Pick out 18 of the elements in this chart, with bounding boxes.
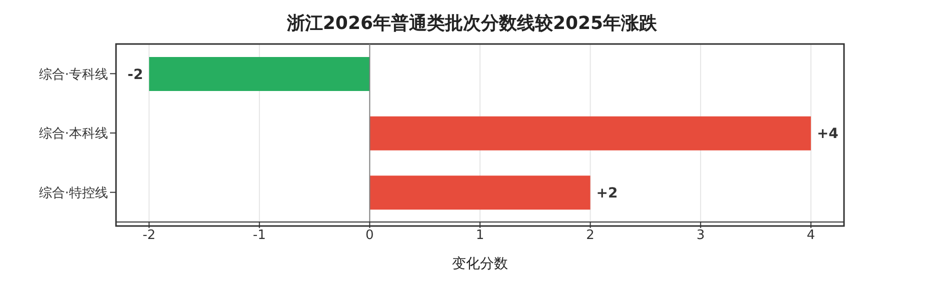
chart-title: 浙江2026年普通类批次分数线较2025年涨跌 [286, 12, 658, 36]
data-label: +2 [596, 186, 618, 202]
x-tick-label: 2 [586, 228, 594, 244]
x-tick-label: 3 [696, 228, 705, 244]
x-axis-title: 变化分数 [452, 256, 508, 272]
data-label: -2 [128, 66, 144, 83]
data-label: +4 [816, 126, 839, 142]
x-tick-label: 1 [476, 228, 484, 244]
y-tick-label: 综合·本科线 [38, 126, 108, 142]
bar [149, 57, 370, 91]
y-tick-label: 综合·特控线 [38, 186, 108, 201]
y-tick-label: 综合·专科线 [38, 67, 108, 82]
x-tick-label: 0 [366, 228, 374, 244]
x-tick-label: -1 [252, 228, 266, 244]
x-tick-label: 4 [806, 228, 816, 244]
x-tick-label: -2 [142, 228, 156, 244]
bar [370, 116, 811, 150]
bar [370, 176, 590, 210]
